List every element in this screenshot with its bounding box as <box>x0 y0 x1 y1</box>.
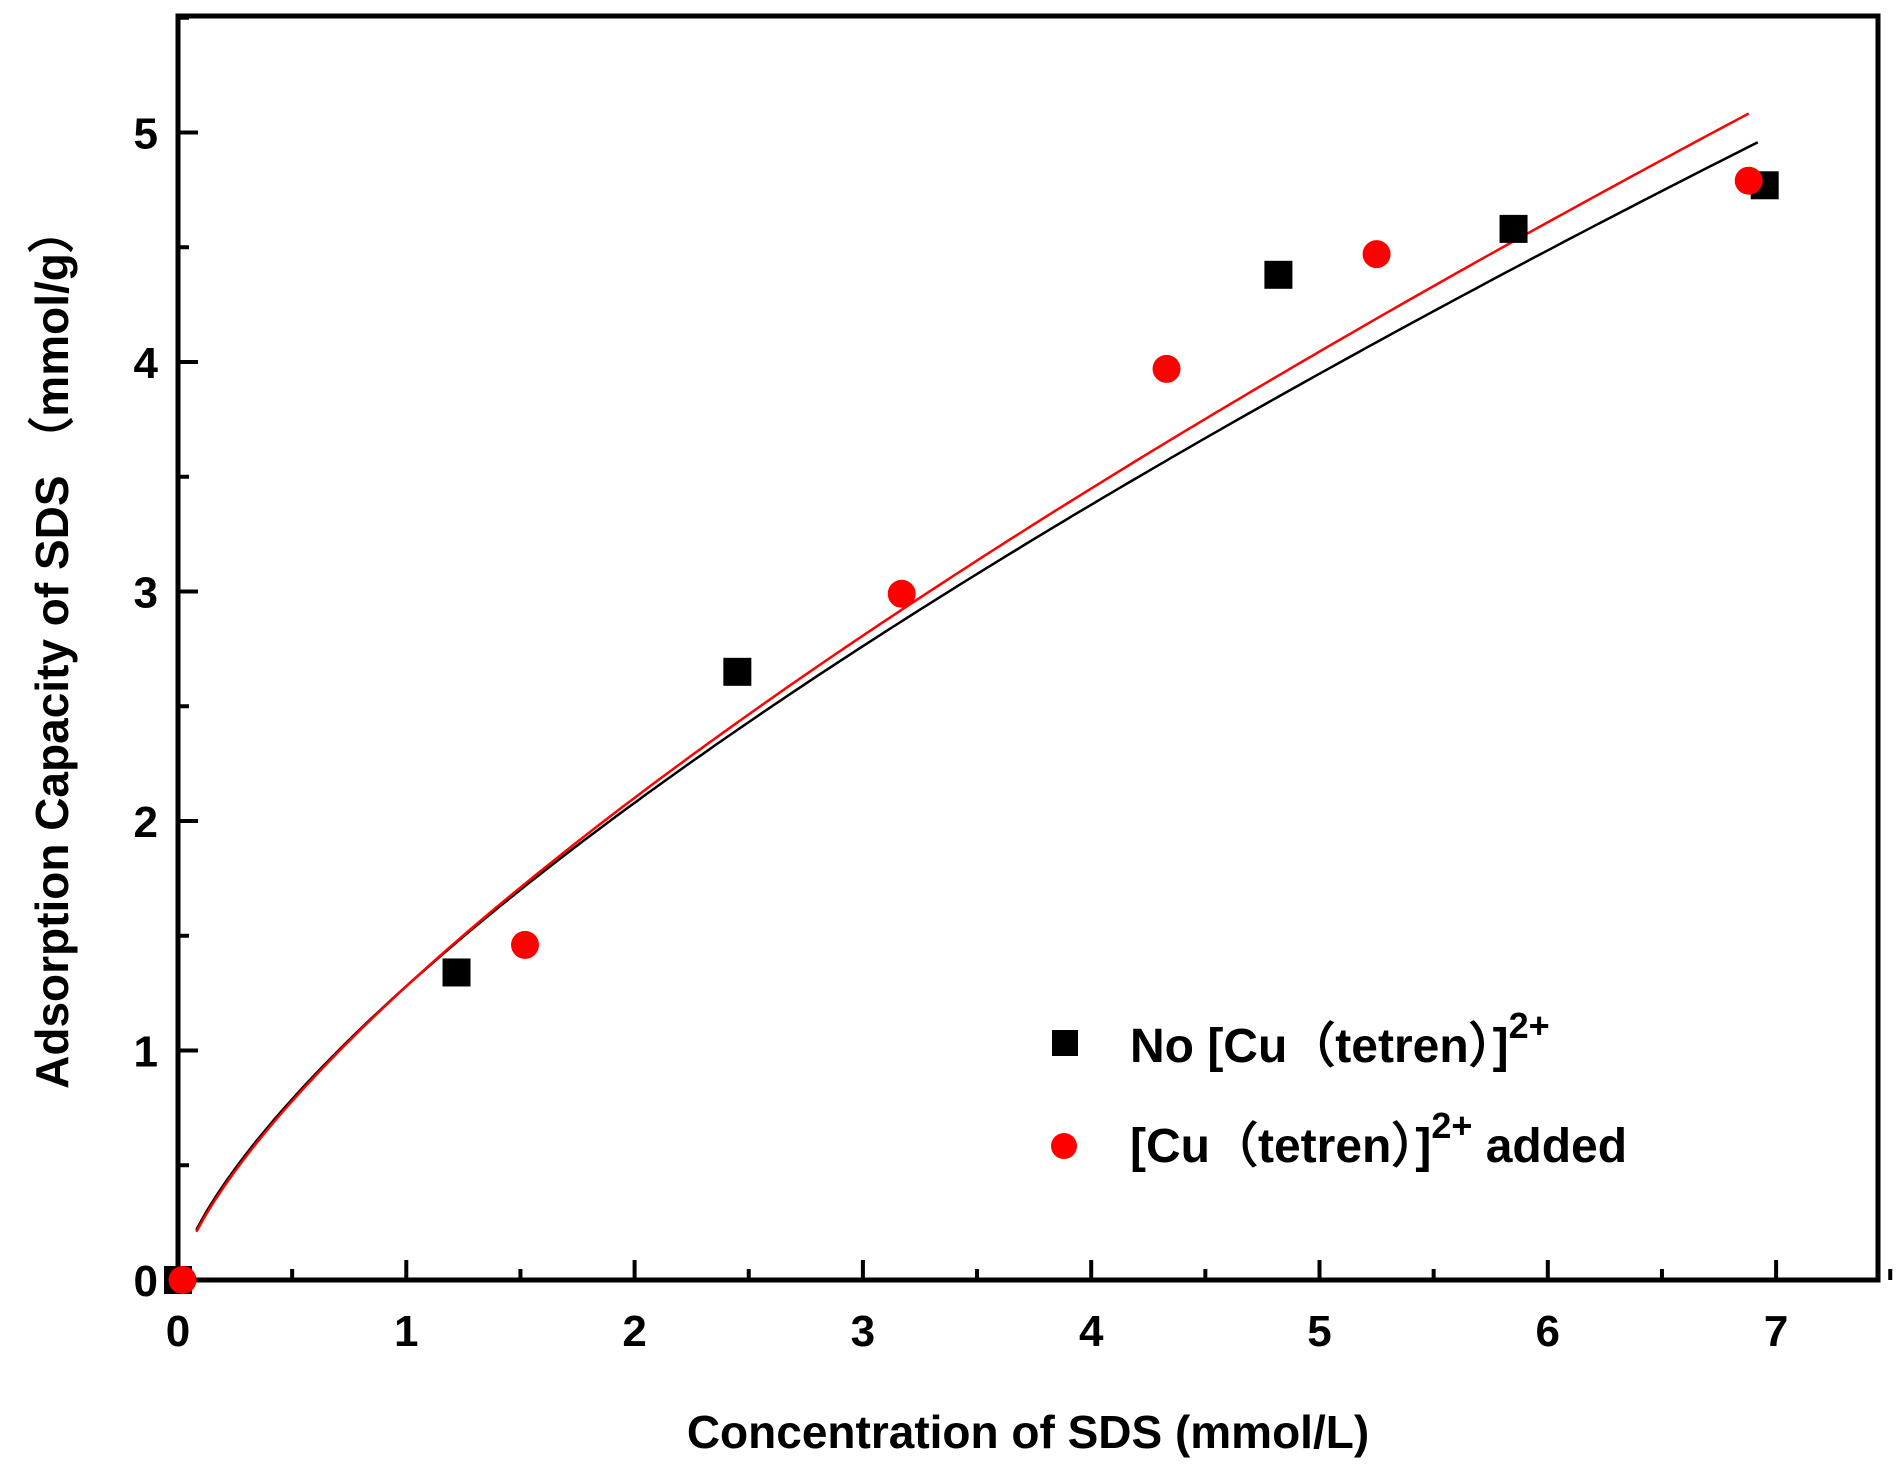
legend-label-cu-added-suffix: added <box>1472 1120 1627 1173</box>
legend-marker-no-cu <box>1052 1030 1078 1056</box>
data-point-circle <box>887 579 916 608</box>
y-tick-label: 5 <box>134 110 158 159</box>
x-tick-label: 3 <box>851 1307 875 1356</box>
y-axis: 0 1 2 3 4 5 <box>134 15 198 1306</box>
data-points <box>164 166 1779 1294</box>
y-tick-label: 3 <box>134 569 158 618</box>
legend-label-no-cu: No [Cu（tetren）]2+ <box>1130 1005 1550 1073</box>
data-point-square <box>442 958 471 987</box>
x-axis: 0 1 2 3 4 5 6 7 <box>166 1260 1893 1356</box>
x-tick-label: 6 <box>1536 1307 1560 1356</box>
data-point-square <box>1499 214 1528 243</box>
legend-label-no-cu-sup: 2+ <box>1509 1005 1550 1046</box>
legend-marker-cu-added <box>1051 1133 1077 1159</box>
fit-curves <box>195 112 1759 1233</box>
x-axis-title: Concentration of SDS (mmol/L) <box>687 1406 1369 1458</box>
data-point-circle <box>1734 166 1763 195</box>
legend-label-cu-added-sup: 2+ <box>1431 1105 1472 1146</box>
y-tick-label: 0 <box>134 1257 158 1306</box>
y-axis-title: Adsorption Capacity of SDS （mmol/g） <box>26 207 78 1089</box>
x-tick-label: 7 <box>1764 1307 1788 1356</box>
legend-label-cu-added-main: [Cu（tetren）] <box>1130 1120 1431 1173</box>
data-point-circle <box>1152 354 1181 383</box>
legend-label-cu-added: [Cu（tetren）]2+ added <box>1130 1105 1627 1173</box>
y-tick-label: 4 <box>134 339 159 388</box>
x-tick-label: 0 <box>166 1307 190 1356</box>
plot-frame <box>175 13 1881 1283</box>
data-point-square <box>1264 260 1293 289</box>
data-point-circle <box>511 930 540 959</box>
x-tick-label: 4 <box>1079 1307 1104 1356</box>
legend-label-no-cu-main: No [Cu（tetren）] <box>1130 1020 1509 1073</box>
y-tick-label: 2 <box>134 798 158 847</box>
fit-curve-series-0 <box>195 141 1759 1231</box>
x-tick-label: 1 <box>394 1307 418 1356</box>
legend: No [Cu（tetren）]2+ [Cu（tetren）]2+ added <box>1051 1005 1627 1173</box>
fit-curve-series-1 <box>195 112 1750 1233</box>
x-tick-label: 5 <box>1307 1307 1331 1356</box>
data-point-circle <box>1362 240 1391 269</box>
data-point-square <box>723 657 752 686</box>
y-tick-label: 1 <box>134 1028 158 1077</box>
x-tick-label: 2 <box>622 1307 646 1356</box>
data-point-circle <box>168 1266 197 1294</box>
